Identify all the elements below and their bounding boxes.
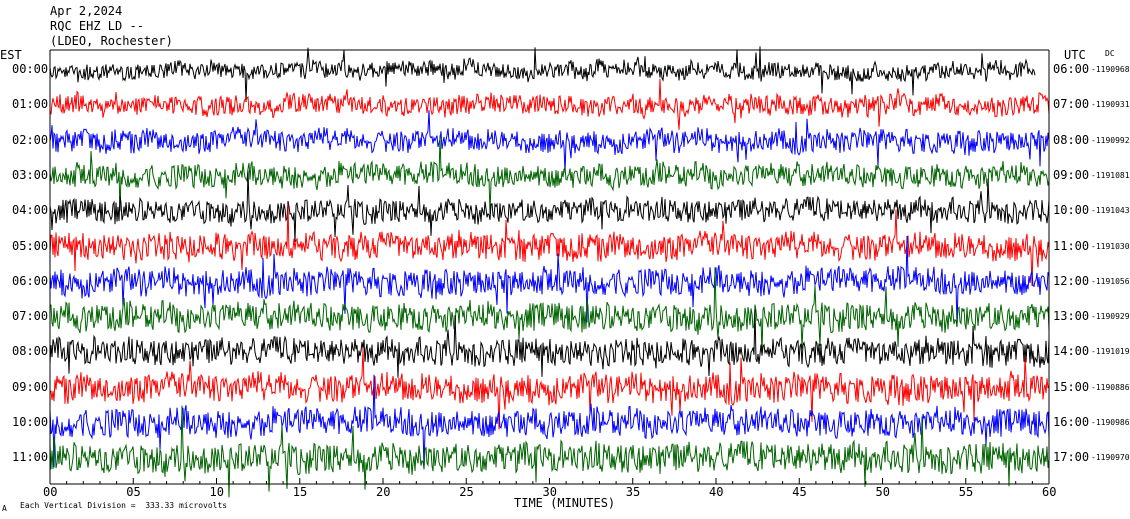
trace-0500 <box>49 203 1050 286</box>
trace-0700 <box>49 267 1050 355</box>
est-hour-label: 03:00 <box>12 167 49 182</box>
utc-hour-label: 13:00 <box>1053 309 1090 324</box>
utc-hour-label: 08:00 <box>1053 132 1090 147</box>
trace-0100 <box>49 78 1050 130</box>
x-tick-label: 25 <box>459 485 474 499</box>
est-hour-label: 06:00 <box>12 273 49 288</box>
x-tick-label: 60 <box>1042 485 1057 499</box>
x-tick-label: 00 <box>43 485 58 499</box>
dc-offset-value: -1190929 <box>1091 312 1130 322</box>
utc-hour-label: 06:00 <box>1053 62 1090 76</box>
dc-offset-value: -1191056 <box>1091 276 1130 286</box>
utc-hour-label: 17:00 <box>1053 450 1090 465</box>
trace-1000 <box>49 374 1050 470</box>
trace-1100 <box>49 405 1050 498</box>
header-network: (LDEO, Rochester) <box>50 34 173 48</box>
trace-0900 <box>49 348 1050 430</box>
dc-offset-value: -1191030 <box>1091 241 1130 251</box>
x-tick-label: 15 <box>292 485 308 499</box>
trace-0200 <box>49 110 1050 173</box>
x-tick-label: 55 <box>958 485 974 499</box>
left-zone-label: EST <box>0 48 22 62</box>
dc-offset-value: -1191019 <box>1091 347 1130 357</box>
utc-hour-label: 10:00 <box>1053 203 1090 218</box>
scale-note: Each Vertical Division = 333.33 microvol… <box>20 501 228 510</box>
x-tick-label: 45 <box>792 485 807 499</box>
est-hour-label: 05:00 <box>12 238 49 253</box>
x-tick-label: 35 <box>625 485 641 499</box>
est-hour-label: 10:00 <box>12 415 49 429</box>
trace-0300 <box>49 135 1050 215</box>
dc-offset-value: -1190970 <box>1091 453 1130 463</box>
est-hour-label: 11:00 <box>12 450 49 465</box>
est-hour-label: 00:00 <box>12 62 49 76</box>
est-hour-label: 07:00 <box>12 309 49 324</box>
dc-offset-value: -1191043 <box>1091 206 1130 216</box>
header-station: RQC EHZ LD -- <box>50 19 144 33</box>
trace-0400 <box>49 170 1050 242</box>
dc-offset-value: -1190886 <box>1091 382 1130 392</box>
est-hour-label: 02:00 <box>12 132 49 147</box>
x-tick-label: 10 <box>209 485 224 499</box>
utc-hour-label: 15:00 <box>1053 379 1090 394</box>
utc-hour-label: 11:00 <box>1053 238 1090 253</box>
trace-0000 <box>49 46 1036 103</box>
dc-offset-value: -1191081 <box>1091 170 1130 180</box>
x-tick-label: 30 <box>542 485 557 499</box>
dc-offset-value: -1190992 <box>1091 135 1130 145</box>
x-tick-label: 40 <box>709 485 724 499</box>
est-hour-label: 08:00 <box>12 344 49 359</box>
corner-mark: A <box>2 504 7 513</box>
utc-hour-label: 07:00 <box>1053 97 1090 112</box>
x-tick-label: 20 <box>376 485 391 499</box>
trace-0600 <box>49 235 1050 326</box>
right-zone-label: UTC <box>1064 48 1086 62</box>
x-tick-label: 50 <box>875 485 890 499</box>
utc-hour-label: 12:00 <box>1053 273 1090 288</box>
x-tick-label: 05 <box>126 485 141 499</box>
header-date: Apr 2,2024 <box>50 4 123 18</box>
est-hour-label: 04:00 <box>12 203 49 218</box>
est-hour-label: 01:00 <box>12 97 49 112</box>
utc-hour-label: 14:00 <box>1053 344 1090 359</box>
plot-frame <box>49 49 1050 485</box>
dc-offset-value: -1190968 <box>1091 65 1130 74</box>
utc-hour-label: 09:00 <box>1053 167 1090 182</box>
dc-offset-value: -1190931 <box>1091 100 1130 110</box>
trace-0800 <box>49 309 1050 378</box>
est-hour-label: 09:00 <box>12 379 49 394</box>
utc-hour-label: 16:00 <box>1053 415 1090 429</box>
x-axis-title: TIME (MINUTES) <box>514 496 616 510</box>
dc-label: DC <box>1105 49 1115 58</box>
dc-offset-value: -1190986 <box>1091 418 1130 427</box>
